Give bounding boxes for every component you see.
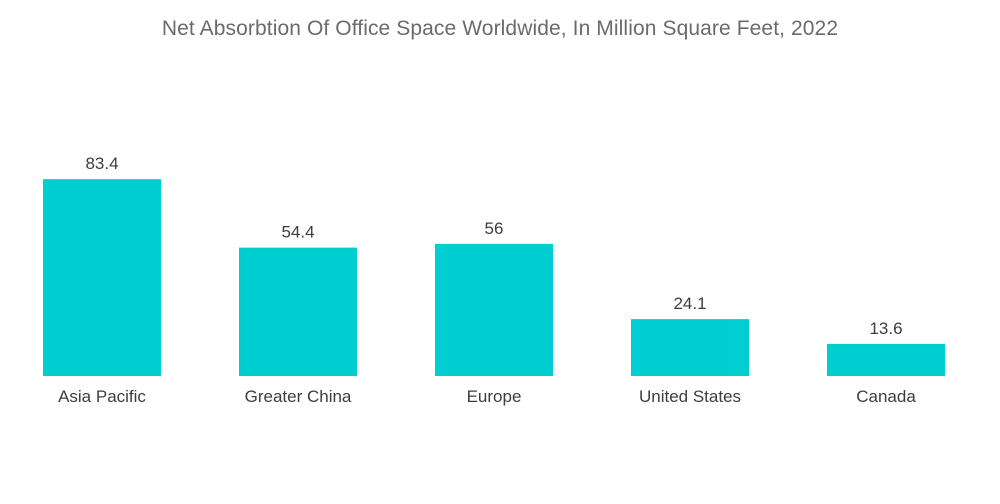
chart-title: Net Absorbtion Of Office Space Worldwide… [161,17,839,40]
bar-asia-pacific [43,179,161,376]
value-label: 83.4 [85,154,118,173]
bar-united-states [631,319,749,376]
category-label: Greater China [245,387,352,406]
bar-canada [827,343,945,376]
category-label: Canada [856,387,916,406]
value-label: 56 [485,219,504,238]
bar-greater-china [239,247,357,376]
value-label: 24.1 [673,294,706,313]
category-label: Asia Pacific [58,387,146,406]
value-label: 13.6 [869,319,902,338]
category-label: Europe [467,387,522,406]
bar-europe [435,243,553,376]
value-label: 54.4 [281,223,314,242]
category-label: United States [639,387,741,406]
